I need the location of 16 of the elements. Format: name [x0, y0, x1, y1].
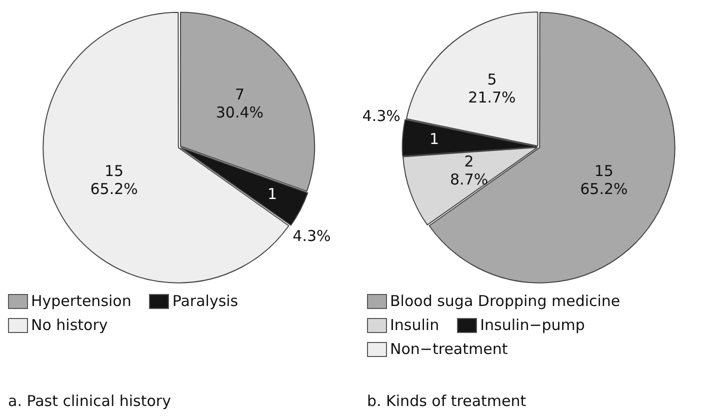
- legend-label: Paralysis: [172, 292, 238, 310]
- text: b. Kinds of treatment: [367, 392, 526, 410]
- legend-label: Hypertension: [31, 292, 132, 310]
- data-label: 15 65.2%: [90, 162, 138, 198]
- data-label: 5 21.7%: [468, 70, 516, 107]
- data-label: 7 30.4%: [216, 85, 264, 122]
- legend-label: Insulin: [390, 316, 440, 334]
- text: 1 4.3%: [268, 184, 331, 245]
- legend-label: Non−treatment: [390, 340, 508, 358]
- legend-label: Insulin−pump: [480, 316, 585, 334]
- data-label: 2 8.7%: [450, 152, 488, 189]
- text: a. Past clinical history: [8, 392, 171, 410]
- legend-label: No history: [31, 316, 108, 334]
- legend-label: Blood suga Dropping medicine: [390, 292, 620, 310]
- data-label: 15 65.2%: [580, 162, 628, 198]
- text: 1 4.3%: [362, 106, 439, 148]
